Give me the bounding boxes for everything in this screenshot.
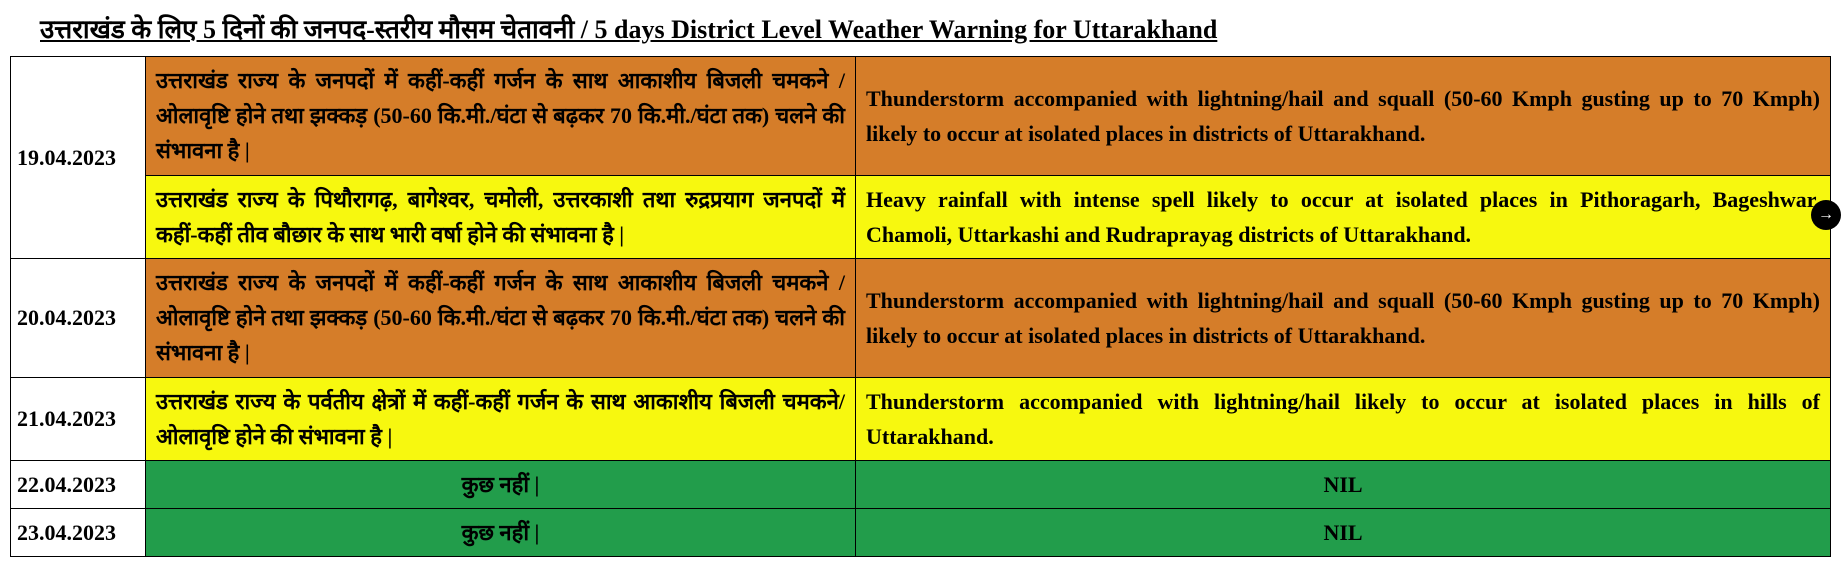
hindi-warning: कुछ नहीं | [146, 460, 856, 508]
date-cell: 22.04.2023 [11, 460, 146, 508]
date-cell: 20.04.2023 [11, 258, 146, 377]
hindi-warning: उत्तराखंड राज्य के जनपदों में कहीं-कहीं … [146, 57, 856, 176]
english-warning: Thunderstorm accompanied with lightning/… [856, 57, 1831, 176]
next-arrow-icon[interactable]: → [1811, 200, 1841, 230]
english-warning: Thunderstorm accompanied with lightning/… [856, 258, 1831, 377]
english-warning: Thunderstorm accompanied with lightning/… [856, 377, 1831, 460]
table-row: 21.04.2023 उत्तराखंड राज्य के पर्वतीय क्… [11, 377, 1831, 460]
page-title: उत्तराखंड के लिए 5 दिनों की जनपद-स्तरीय … [40, 10, 1831, 46]
table-row: 22.04.2023 कुछ नहीं | NIL [11, 460, 1831, 508]
table-row: उत्तराखंड राज्य के पिथौरागढ़, बागेश्वर, … [11, 175, 1831, 258]
hindi-warning: उत्तराखंड राज्य के पर्वतीय क्षेत्रों में… [146, 377, 856, 460]
hindi-warning: उत्तराखंड राज्य के पिथौरागढ़, बागेश्वर, … [146, 175, 856, 258]
table-row: 23.04.2023 कुछ नहीं | NIL [11, 509, 1831, 557]
hindi-warning: कुछ नहीं | [146, 509, 856, 557]
table-row: 19.04.2023 उत्तराखंड राज्य के जनपदों में… [11, 57, 1831, 176]
table-row: 20.04.2023 उत्तराखंड राज्य के जनपदों में… [11, 258, 1831, 377]
date-cell: 19.04.2023 [11, 57, 146, 259]
date-cell: 21.04.2023 [11, 377, 146, 460]
english-warning: Heavy rainfall with intense spell likely… [856, 175, 1831, 258]
weather-warning-table: 19.04.2023 उत्तराखंड राज्य के जनपदों में… [10, 56, 1831, 557]
english-warning: NIL [856, 460, 1831, 508]
hindi-warning: उत्तराखंड राज्य के जनपदों में कहीं-कहीं … [146, 258, 856, 377]
english-warning: NIL [856, 509, 1831, 557]
date-cell: 23.04.2023 [11, 509, 146, 557]
